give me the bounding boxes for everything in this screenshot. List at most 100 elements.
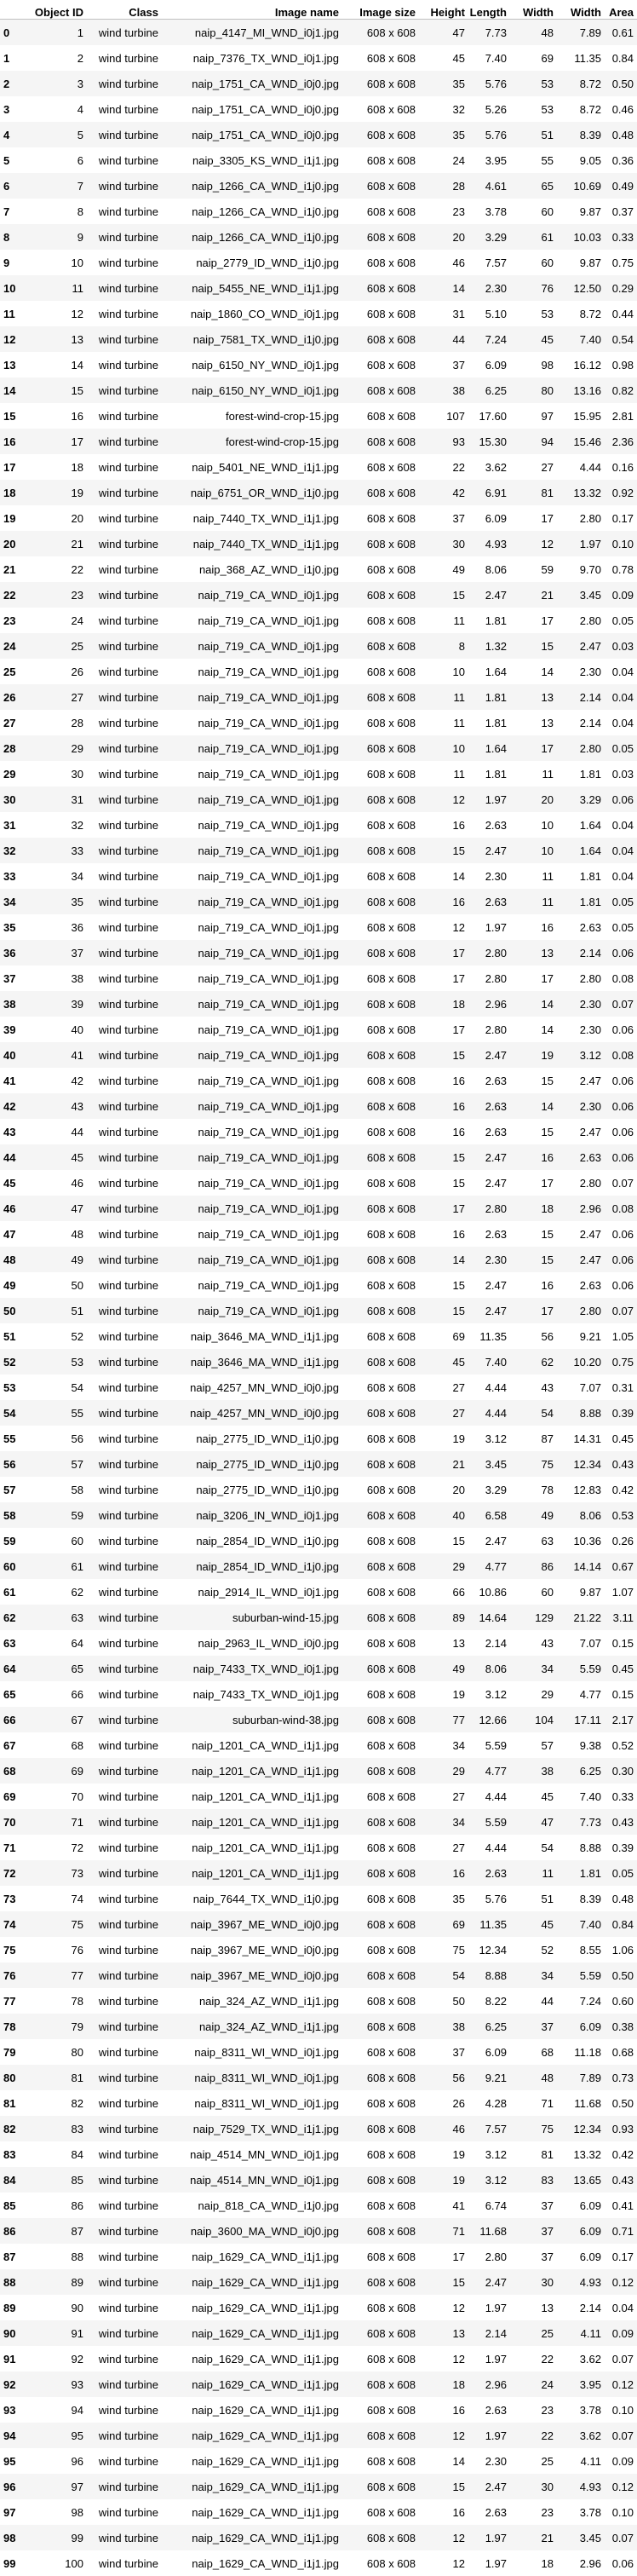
class-cell: wind turbine [87,301,162,326]
height-cell: 18 [419,2371,468,2397]
row-index: 81 [0,2090,26,2116]
image-name-cell: naip_8311_WI_WND_i0j1.jpg [162,2039,342,2065]
height-cell: 28 [419,173,468,199]
image-size-cell: 608 x 608 [342,1860,419,1886]
image-size-cell: 608 x 608 [342,147,419,173]
row-index: 36 [0,940,26,965]
area-cell: 0.82 [605,377,637,403]
image-size-cell: 608 x 608 [342,2320,419,2346]
image-name-cell: naip_1751_CA_WND_i0j0.jpg [162,71,342,96]
area-cell: 0.49 [605,173,637,199]
area-cell: 0.33 [605,224,637,250]
height-cell: 49 [419,556,468,582]
image-size-cell: 608 x 608 [342,556,419,582]
height-cell: 19 [419,2167,468,2193]
row-index: 58 [0,1502,26,1528]
width-px-cell: 15 [510,1068,557,1093]
class-cell: wind turbine [87,429,162,454]
class-cell: wind turbine [87,2090,162,2116]
area-cell: 0.10 [605,2499,637,2525]
row-index: 75 [0,1937,26,1962]
width-px-cell: 16 [510,1272,557,1298]
image-size-cell: 608 x 608 [342,1809,419,1835]
image-name-cell: naip_1201_CA_WND_i1j1.jpg [162,1732,342,1758]
length-cell: 2.47 [468,2269,510,2295]
image-name-cell: naip_1266_CA_WND_i1j0.jpg [162,224,342,250]
area-cell: 1.07 [605,1579,637,1605]
image-name-cell: naip_719_CA_WND_i0j1.jpg [162,940,342,965]
class-cell: wind turbine [87,965,162,991]
class-cell: wind turbine [87,1144,162,1170]
row-index: 67 [0,1732,26,1758]
width-m-cell: 2.47 [557,1221,605,1247]
width-m-cell: 4.44 [557,454,605,480]
image-size-cell: 608 x 608 [342,1835,419,1860]
class-cell: wind turbine [87,914,162,940]
width-px-cell: 37 [510,2014,557,2039]
area-cell: 0.53 [605,1502,637,1528]
width-px-cell: 21 [510,2525,557,2550]
width-px-cell: 15 [510,633,557,659]
length-cell: 2.30 [468,1247,510,1272]
width-m-cell: 8.55 [557,1937,605,1962]
class-cell: wind turbine [87,735,162,761]
image-size-cell: 608 x 608 [342,1707,419,1732]
height-cell: 14 [419,863,468,889]
image-name-cell: naip_4147_MI_WND_i0j1.jpg [162,20,342,46]
width-m-cell: 2.80 [557,735,605,761]
length-cell: 5.59 [468,1732,510,1758]
area-cell: 0.04 [605,2295,637,2320]
object-id-cell: 84 [26,2141,87,2167]
row-index: 89 [0,2295,26,2320]
width-m-cell: 2.63 [557,1272,605,1298]
class-cell: wind turbine [87,275,162,301]
length-cell: 11.35 [468,1911,510,1937]
image-size-cell: 608 x 608 [342,633,419,659]
area-cell: 0.84 [605,1911,637,1937]
length-cell: 7.57 [468,250,510,275]
length-cell: 10.86 [468,1579,510,1605]
height-cell: 24 [419,147,468,173]
class-cell: wind turbine [87,1630,162,1656]
row-index: 9 [0,250,26,275]
image-size-cell: 608 x 608 [342,531,419,556]
image-name-cell: naip_5401_NE_WND_i1j1.jpg [162,454,342,480]
image-name-cell: naip_8311_WI_WND_i0j1.jpg [162,2090,342,2116]
width-m-cell: 1.64 [557,812,605,838]
object-id-cell: 49 [26,1247,87,1272]
row-index: 17 [0,454,26,480]
area-cell: 0.06 [605,1144,637,1170]
length-cell: 4.77 [468,1553,510,1579]
class-cell: wind turbine [87,1528,162,1553]
height-cell: 22 [419,454,468,480]
length-cell: 1.97 [468,914,510,940]
object-id-cell: 51 [26,1298,87,1323]
width-px-cell: 49 [510,1502,557,1528]
image-name-cell: naip_1629_CA_WND_i1j1.jpg [162,2397,342,2423]
height-cell: 13 [419,2320,468,2346]
width-m-cell: 9.87 [557,1579,605,1605]
area-cell: 0.41 [605,2193,637,2218]
header-class: Class [87,0,162,20]
height-cell: 17 [419,2244,468,2269]
image-size-cell: 608 x 608 [342,224,419,250]
width-m-cell: 21.22 [557,1605,605,1630]
height-cell: 16 [419,1221,468,1247]
height-cell: 66 [419,1579,468,1605]
width-m-cell: 4.11 [557,2320,605,2346]
